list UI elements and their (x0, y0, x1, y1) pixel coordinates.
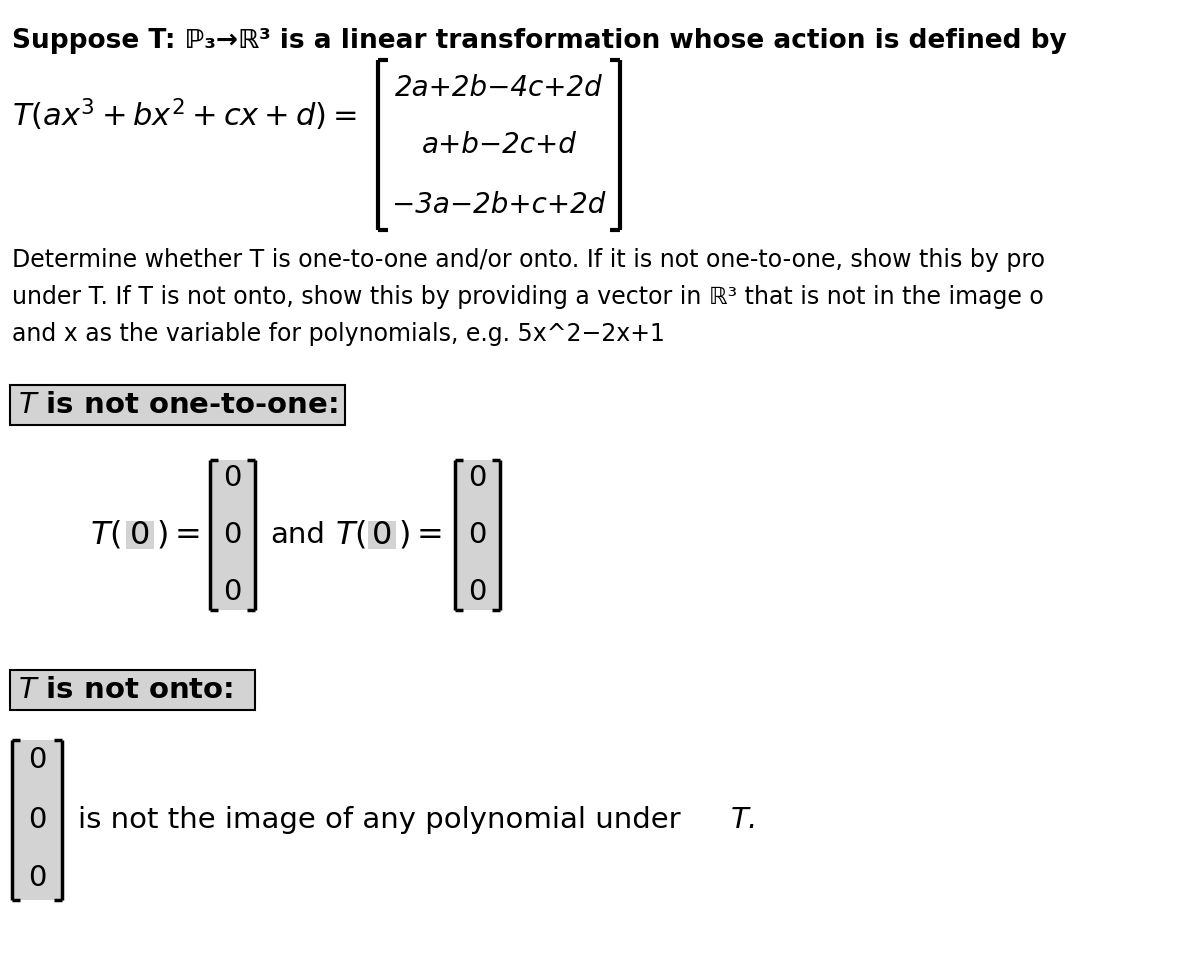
Bar (12, 740, 62, 900)
Text: $T($: $T($ (90, 519, 121, 551)
Text: under T. If T is not onto, show this by providing a vector in ℝ³ that is not in : under T. If T is not onto, show this by … (12, 285, 1044, 309)
Text: a+b−2c+d: a+b−2c+d (421, 131, 576, 159)
Text: 0: 0 (223, 464, 241, 492)
Text: $T(ax^3+bx^2+cx+d) =$: $T(ax^3+bx^2+cx+d) =$ (12, 96, 358, 133)
Text: 0: 0 (223, 578, 241, 606)
Text: 0: 0 (223, 521, 241, 549)
Bar (10, 385, 346, 425)
Text: 2a+2b−4c+2d: 2a+2b−4c+2d (395, 74, 602, 102)
Text: $T$ is not one-to-one:: $T$ is not one-to-one: (18, 391, 337, 419)
Text: 0: 0 (28, 864, 46, 892)
Bar (368, 521, 396, 549)
Text: $T$.: $T$. (730, 806, 755, 834)
Text: 0: 0 (28, 746, 46, 774)
Bar (10, 670, 256, 710)
Text: and x as the variable for polynomials, e.g. 5x^2−2x+1: and x as the variable for polynomials, e… (12, 322, 665, 346)
Bar (455, 460, 500, 610)
Bar (210, 460, 256, 610)
Text: 0: 0 (372, 519, 392, 550)
Text: 0: 0 (130, 519, 150, 550)
Text: $) =$: $) =$ (398, 519, 442, 551)
Text: $T$ is not onto:: $T$ is not onto: (18, 676, 233, 704)
Text: 0: 0 (468, 578, 487, 606)
Text: 0: 0 (468, 521, 487, 549)
Text: Determine whether T is one-to-one and/or onto. If it is not one-to-one, show thi: Determine whether T is one-to-one and/or… (12, 248, 1045, 272)
Text: $T($: $T($ (335, 519, 366, 551)
Text: 0: 0 (28, 806, 46, 834)
Text: 0: 0 (468, 464, 487, 492)
Text: is not the image of any polynomial under: is not the image of any polynomial under (78, 806, 690, 834)
Text: $) =$: $) =$ (156, 519, 200, 551)
Text: and: and (270, 521, 325, 549)
Text: −3a−2b+c+2d: −3a−2b+c+2d (392, 191, 606, 219)
Text: Suppose T: ℙ₃→ℝ³ is a linear transformation whose action is defined by: Suppose T: ℙ₃→ℝ³ is a linear transformat… (12, 28, 1067, 54)
Bar (126, 521, 154, 549)
